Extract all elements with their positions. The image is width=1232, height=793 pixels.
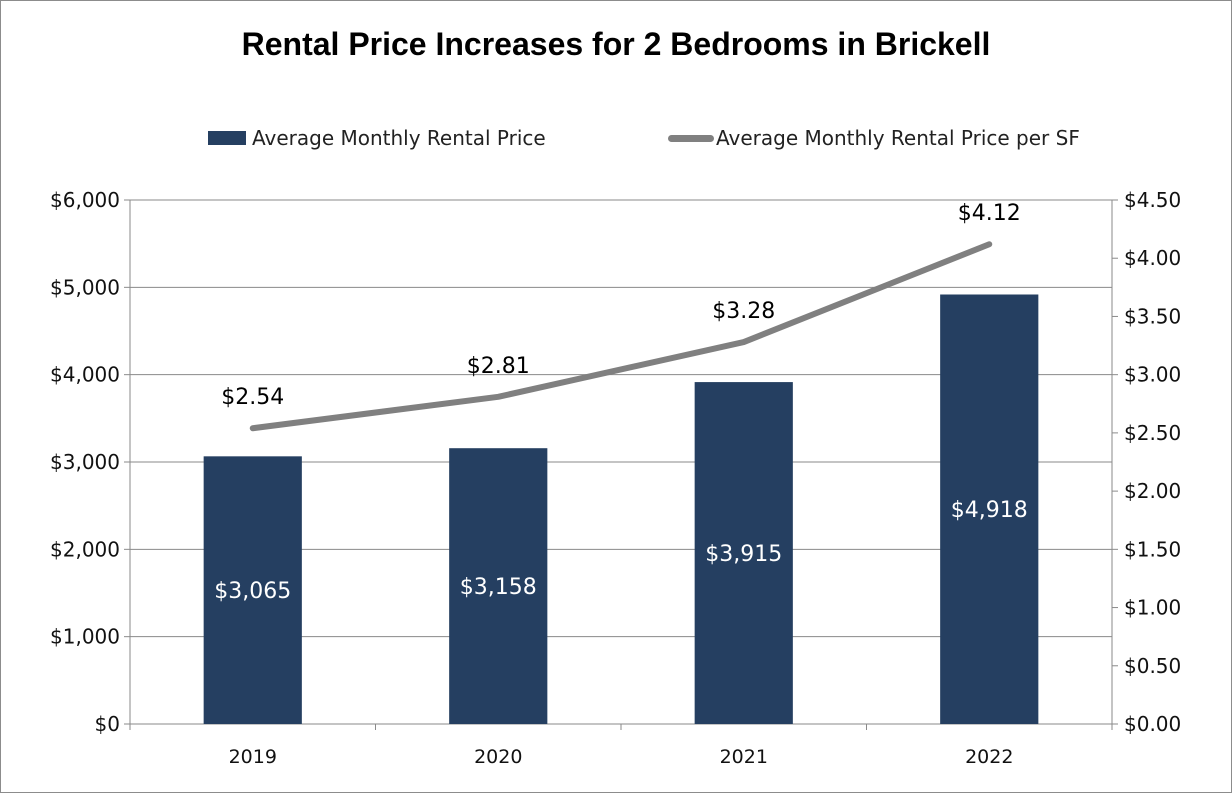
chart-legend: Average Monthly Rental Price Average Mon… xyxy=(0,126,1232,156)
line-data-label: $2.81 xyxy=(467,354,530,379)
y-right-tick-label: $4.50 xyxy=(1124,188,1181,212)
bar-data-label: $3,915 xyxy=(705,542,782,567)
y-left-tick-label: $5,000 xyxy=(50,275,120,299)
y-right-tick-label: $1.00 xyxy=(1124,596,1181,620)
legend-item-line: Average Monthly Rental Price per SF xyxy=(668,126,1080,150)
x-tick-label: 2021 xyxy=(720,746,768,768)
legend-swatch-line xyxy=(668,134,714,142)
bar xyxy=(203,456,302,724)
bar-data-label: $3,065 xyxy=(214,579,291,604)
legend-label-line: Average Monthly Rental Price per SF xyxy=(716,126,1080,150)
x-tick-label: 2020 xyxy=(474,746,522,768)
bar-data-label: $4,918 xyxy=(951,498,1028,523)
bar xyxy=(940,294,1039,724)
legend-item-bar: Average Monthly Rental Price xyxy=(208,126,546,150)
y-left-tick-label: $1,000 xyxy=(50,625,120,649)
y-left-tick-label: $0 xyxy=(95,712,120,736)
y-left-tick-label: $6,000 xyxy=(50,188,120,212)
y-right-tick-label: $4.00 xyxy=(1124,246,1181,270)
line-data-label: $3.28 xyxy=(712,299,775,324)
y-right-tick-label: $0.50 xyxy=(1124,654,1181,678)
x-tick-label: 2022 xyxy=(965,746,1013,768)
y-left-tick-label: $2,000 xyxy=(50,537,120,561)
y-right-tick-label: $2.00 xyxy=(1124,479,1181,503)
y-right-tick-label: $1.50 xyxy=(1124,537,1181,561)
y-right-tick-label: $0.00 xyxy=(1124,712,1181,736)
chart-title: Rental Price Increases for 2 Bedrooms in… xyxy=(241,26,991,62)
bar-data-label: $3,158 xyxy=(460,575,537,600)
x-tick-label: 2019 xyxy=(229,746,277,768)
bar xyxy=(449,448,548,724)
line-series xyxy=(249,241,993,432)
y-right-tick-label: $3.00 xyxy=(1124,363,1181,387)
legend-swatch-bar xyxy=(208,131,246,145)
line-data-label: $4.12 xyxy=(958,201,1021,226)
y-right-tick-label: $2.50 xyxy=(1124,421,1181,445)
y-left-tick-label: $4,000 xyxy=(50,363,120,387)
line-data-label: $2.54 xyxy=(221,385,284,410)
y-left-tick-label: $3,000 xyxy=(50,450,120,474)
bar xyxy=(694,382,793,724)
y-right-tick-label: $3.50 xyxy=(1124,304,1181,328)
legend-label-bar: Average Monthly Rental Price xyxy=(252,126,546,150)
